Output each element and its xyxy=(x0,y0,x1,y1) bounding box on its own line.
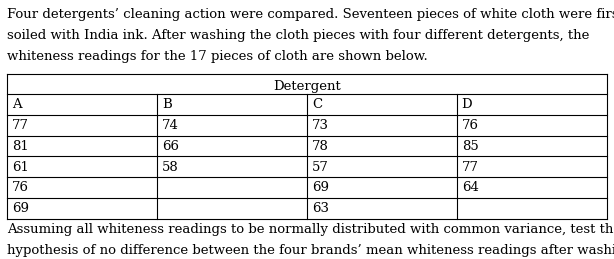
Text: 85: 85 xyxy=(462,140,478,153)
Text: 73: 73 xyxy=(312,119,329,132)
Text: 78: 78 xyxy=(312,140,328,153)
Text: 58: 58 xyxy=(162,161,179,174)
Text: 76: 76 xyxy=(462,119,479,132)
Text: D: D xyxy=(462,98,472,111)
Text: whiteness readings for the 17 pieces of cloth are shown below.: whiteness readings for the 17 pieces of … xyxy=(7,50,428,63)
Text: 66: 66 xyxy=(162,140,179,153)
Text: soiled with India ink. After washing the cloth pieces with four different deterg: soiled with India ink. After washing the… xyxy=(7,29,589,42)
Text: 76: 76 xyxy=(12,181,29,194)
Text: C: C xyxy=(312,98,322,111)
Text: 81: 81 xyxy=(12,140,29,153)
Text: 61: 61 xyxy=(12,161,29,174)
Text: A: A xyxy=(12,98,22,111)
Text: 64: 64 xyxy=(462,181,478,194)
Text: hypothesis of no difference between the four brands’ mean whiteness readings aft: hypothesis of no difference between the … xyxy=(7,244,614,257)
Text: Four detergents’ cleaning action were compared. Seventeen pieces of white cloth : Four detergents’ cleaning action were co… xyxy=(7,8,614,21)
Text: Detergent: Detergent xyxy=(273,80,341,93)
Text: B: B xyxy=(162,98,172,111)
Text: 57: 57 xyxy=(312,161,328,174)
Text: 77: 77 xyxy=(12,119,29,132)
Text: Assuming all whiteness readings to be normally distributed with common variance,: Assuming all whiteness readings to be no… xyxy=(7,223,614,236)
Text: 69: 69 xyxy=(12,202,29,215)
Text: 69: 69 xyxy=(312,181,329,194)
Text: 74: 74 xyxy=(162,119,179,132)
Text: 63: 63 xyxy=(312,202,329,215)
Text: 77: 77 xyxy=(462,161,479,174)
